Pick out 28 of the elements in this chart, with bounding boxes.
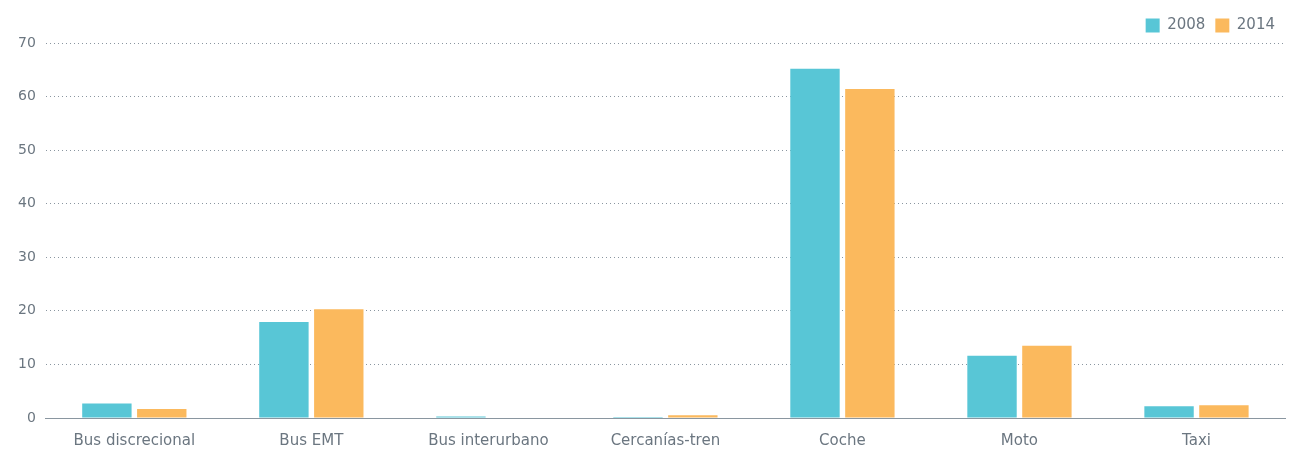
bar (668, 415, 718, 418)
y-tick-label: 30 (17, 247, 36, 264)
bar (845, 89, 895, 418)
y-tick-label: 10 (17, 355, 36, 372)
y-tick-label: 40 (17, 194, 36, 211)
x-tick-label: Cercanías-tren (610, 430, 721, 449)
bar (82, 403, 132, 418)
bar (314, 309, 364, 418)
y-tick-label: 20 (17, 301, 36, 318)
bar (790, 68, 840, 418)
bar (1199, 405, 1249, 418)
x-tick-label: Moto (1000, 430, 1039, 449)
y-tick-label: 0 (26, 408, 36, 425)
bar (259, 322, 309, 418)
bar (967, 355, 1017, 418)
y-tick-label: 70 (17, 33, 36, 50)
x-tick-label: Coche (819, 430, 866, 449)
bar (1144, 406, 1194, 418)
legend-label: 2014 (1236, 15, 1276, 34)
x-tick-label: Bus interurbano (428, 430, 549, 449)
x-tick-label: Bus EMT (279, 430, 345, 449)
legend-label: 2008 (1167, 15, 1206, 34)
x-tick-label: Taxi (1181, 430, 1211, 449)
y-tick-label: 60 (17, 87, 36, 104)
bar (137, 408, 187, 418)
x-tick-label: Bus discrecional (73, 430, 196, 449)
y-tick-label: 50 (17, 140, 36, 157)
bar (1022, 345, 1072, 418)
